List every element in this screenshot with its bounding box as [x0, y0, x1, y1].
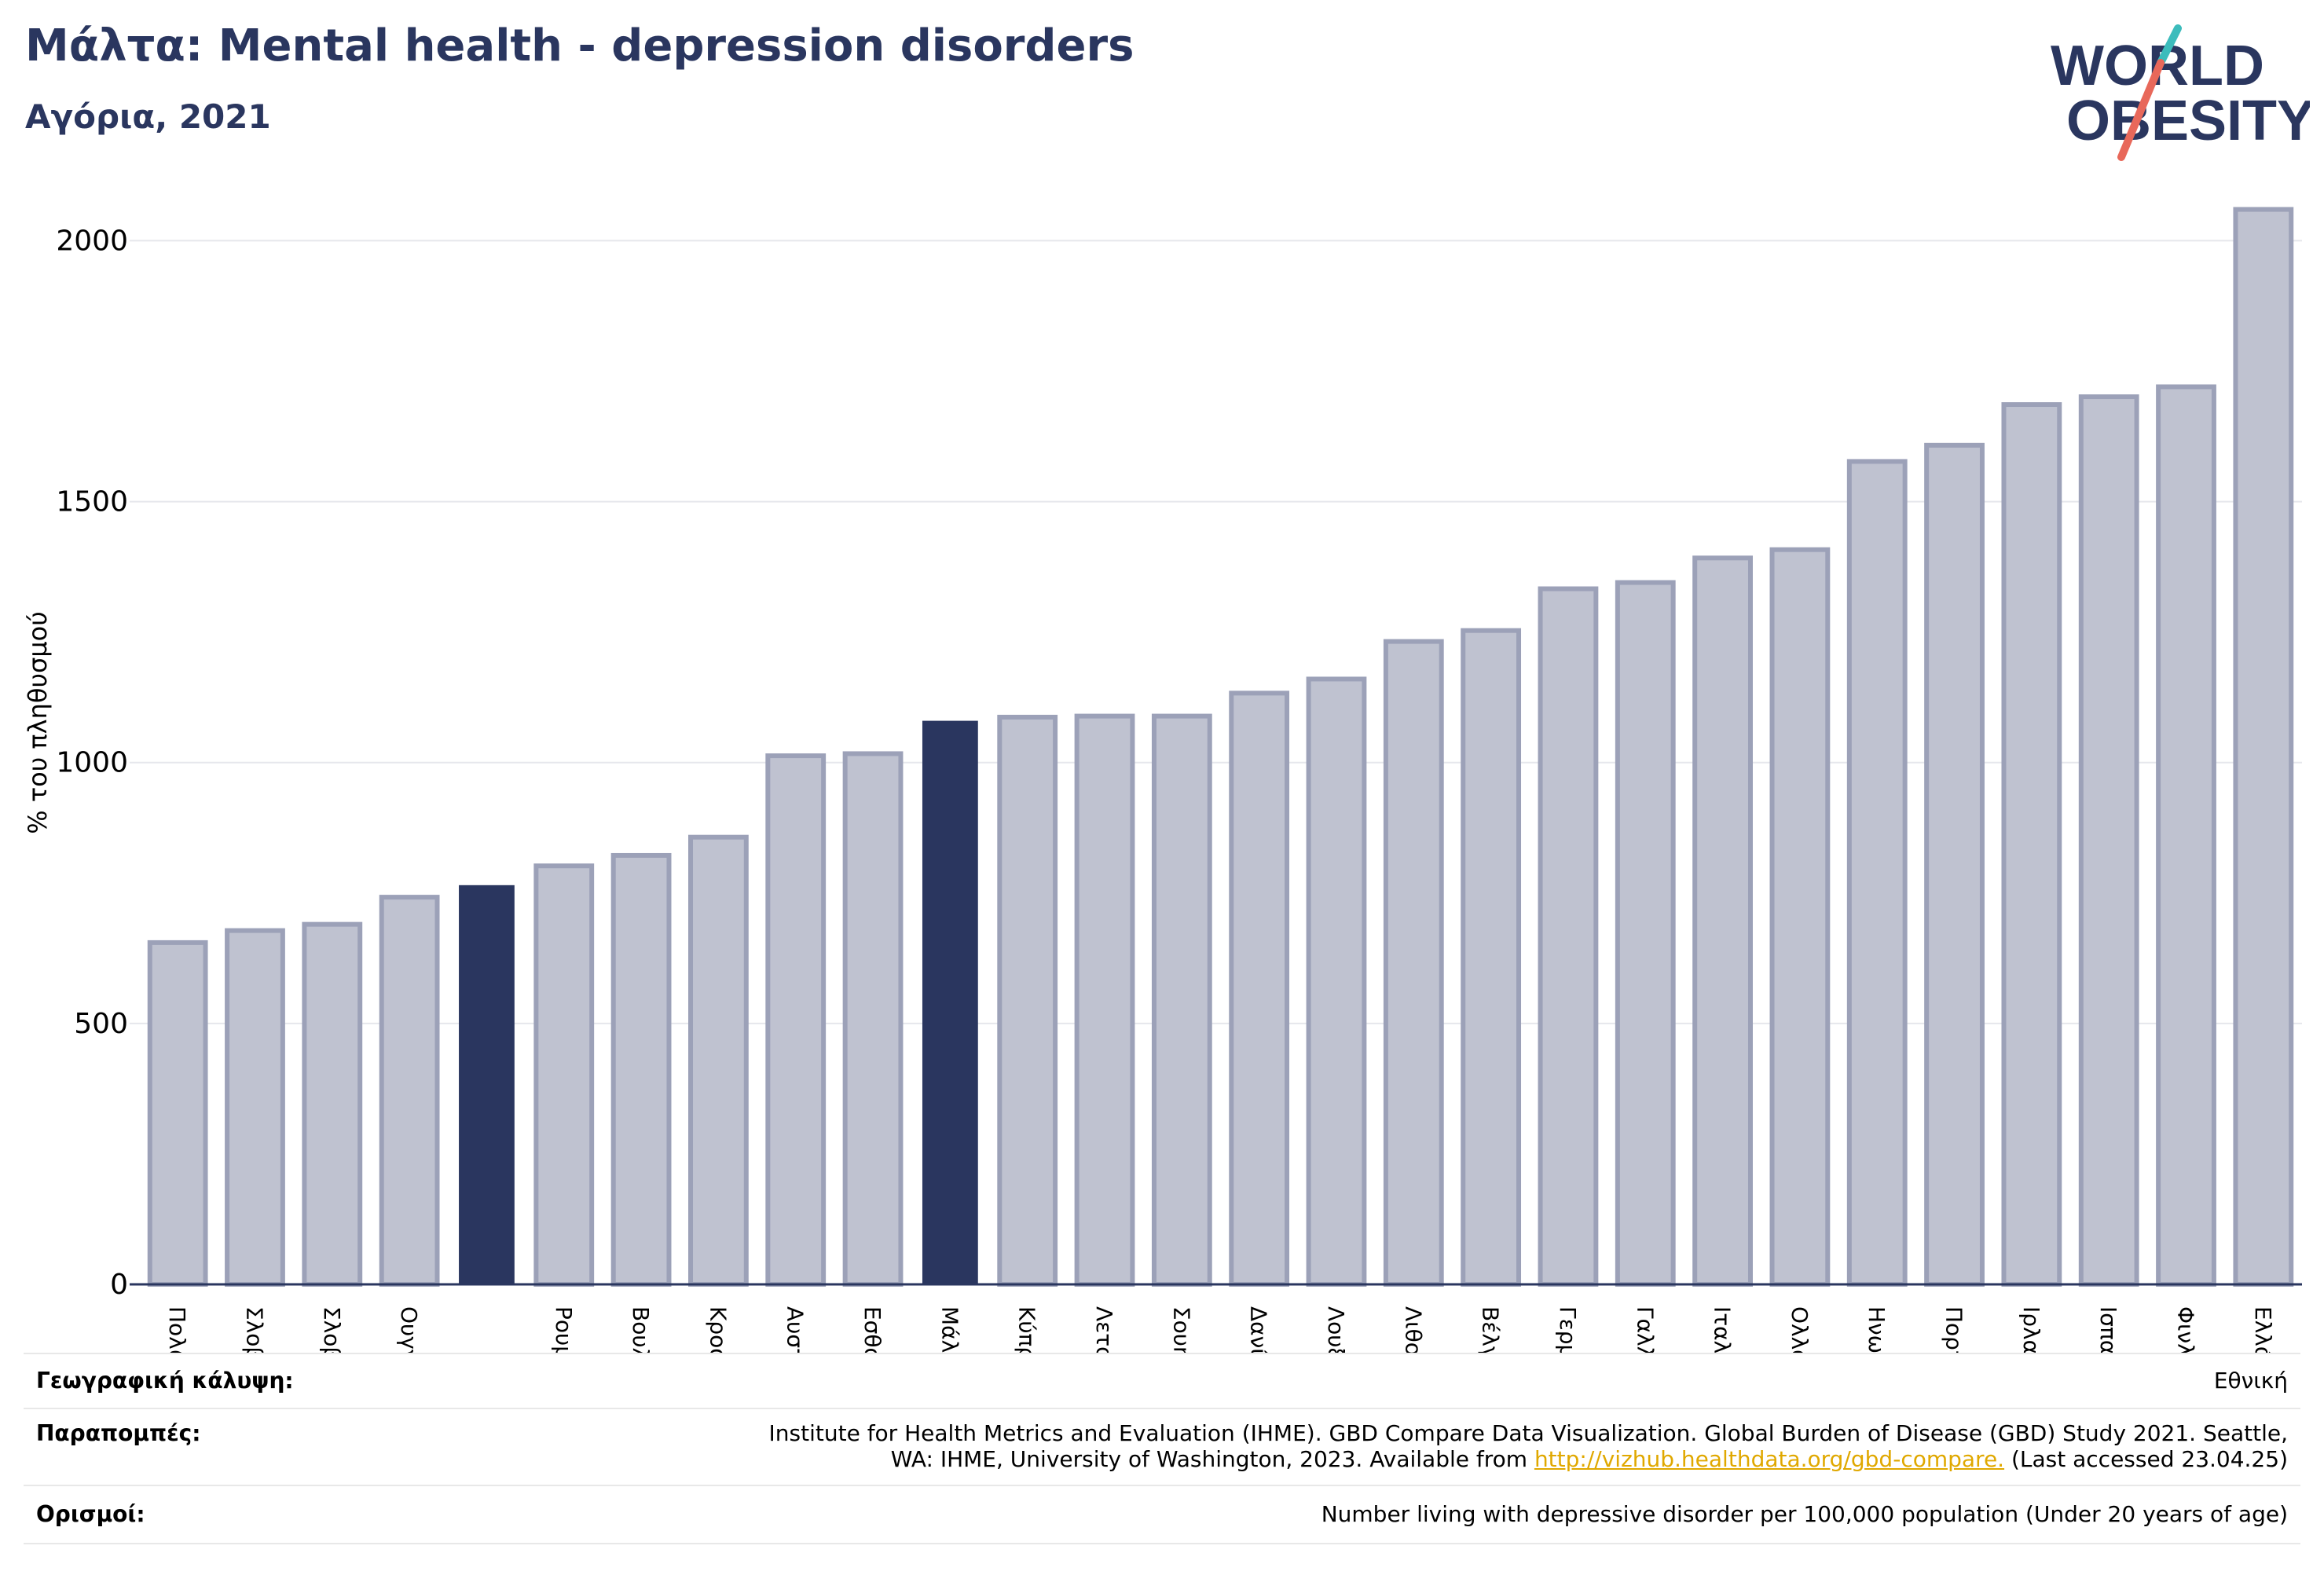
label-layer: 0 500 1000 1500 2000 Πολωνία Σλοβενία Σλοβακία Ο… — [56, 225, 2275, 1353]
x-tick-label: Πορτογαλία — [1941, 1306, 1967, 1353]
bar — [922, 720, 978, 1284]
bar — [459, 885, 515, 1284]
x-tick-label: Σλοβακία — [319, 1306, 345, 1353]
references-accessed: (Last accessed 23.04.25) — [2004, 1446, 2288, 1472]
info-row-references: Παραπομπές: Institute for Health Metrics… — [24, 1408, 2300, 1485]
bar-chart: 0 500 1000 1500 2000 Πολωνία Σλοβενία Σλοβακία Ο… — [56, 207, 2302, 1353]
references-line-2: WA: IHME, University of Washington, 2023… — [890, 1446, 1534, 1472]
info-table: Γεωγραφική κάλυψη: Εθνική Παραπομπές: In… — [24, 1353, 2300, 1544]
logo-slash-coral — [2117, 59, 2165, 161]
world-obesity-logo: WORLD OBESITY — [2051, 24, 2310, 161]
bar — [1692, 555, 1753, 1287]
bar — [1846, 459, 1908, 1287]
x-tick-label: Εσθονία — [860, 1306, 885, 1353]
bar — [1383, 639, 1444, 1287]
bar — [1769, 547, 1831, 1287]
x-tick-label: Βουλγαρία — [628, 1306, 654, 1353]
x-tick-label: Ολλανδία — [1787, 1306, 1813, 1353]
bar — [2078, 394, 2139, 1287]
x-tick-label: Βέλγιο — [1478, 1306, 1504, 1353]
x-tick-label: Λιθουανία — [1400, 1306, 1426, 1353]
x-tick-label: Ιταλία — [1710, 1306, 1736, 1353]
x-tick-label: Κροατία — [705, 1306, 731, 1353]
bar — [842, 751, 904, 1287]
x-tick-label: Γερμανία — [1555, 1306, 1581, 1353]
references-line-1: Institute for Health Metrics and Evaluat… — [768, 1420, 2288, 1446]
x-tick-label: Κύπρος — [1014, 1306, 1040, 1353]
bar — [1229, 690, 1290, 1287]
bar — [2001, 402, 2062, 1287]
y-tick-label: 0 — [110, 1269, 128, 1301]
bar — [765, 753, 827, 1287]
bar — [225, 928, 285, 1287]
info-row-coverage: Γεωγραφική κάλυψη: Εθνική — [24, 1353, 2300, 1408]
bar — [147, 940, 208, 1287]
x-tick-label: Λετονία — [1091, 1306, 1117, 1353]
x-tick-label: Ισπανία — [2095, 1306, 2121, 1353]
definitions-label: Ορισμοί: — [36, 1501, 145, 1527]
bar — [2156, 384, 2216, 1287]
x-tick-label: Ιρλανδία — [2018, 1306, 2044, 1353]
x-tick-label: Δανία — [1246, 1306, 1272, 1353]
bar-layer — [130, 207, 2302, 1287]
coverage-label: Γεωγραφική κάλυψη: — [36, 1368, 294, 1394]
x-tick-label: Σλοβενία — [241, 1306, 267, 1353]
bar — [610, 852, 672, 1287]
references-link[interactable]: http://vizhub.healthdata.org/gbd-compare… — [1534, 1446, 2005, 1472]
bar — [997, 714, 1058, 1287]
x-tick-label: Ουγγαρία — [396, 1306, 422, 1353]
bar — [1151, 713, 1212, 1287]
x-tick-label: Ηνωμένο Βασίλειο — [1864, 1306, 1890, 1353]
x-tick-label: Γαλλία — [1632, 1306, 1658, 1353]
coverage-value: Εθνική — [2213, 1368, 2288, 1394]
x-tick-label: Ρουμανία — [551, 1306, 577, 1353]
definitions-value: Number living with depressive disorder p… — [1321, 1501, 2288, 1527]
references-label: Παραπομπές: — [36, 1420, 201, 1446]
y-tick-label: 1500 — [56, 486, 128, 518]
bar — [1074, 713, 1135, 1287]
bar — [1306, 676, 1367, 1287]
x-tick-label: Ελλάδα — [2250, 1306, 2276, 1353]
info-row-definitions: Ορισμοί: Number living with depressive d… — [24, 1485, 2300, 1544]
page-title: Μάλτα: Mental health - depression disord… — [25, 20, 1135, 71]
logo-slash-teal — [2157, 24, 2182, 67]
logo-text-obesity: OBESITY — [2066, 90, 2310, 152]
x-tick-label: Αυστρία — [783, 1306, 808, 1353]
y-tick-label: 500 — [74, 1008, 128, 1040]
x-tick-label: Σουηδία — [1168, 1306, 1194, 1353]
page-subtitle: Αγόρια, 2021 — [25, 97, 271, 136]
bar — [688, 834, 749, 1287]
bar — [2233, 207, 2294, 1287]
bar — [1924, 442, 1985, 1287]
x-tick-label: Μάλτα — [937, 1306, 962, 1353]
x-tick-label: Φινλανδία — [2173, 1306, 2199, 1353]
y-tick-label: 2000 — [56, 225, 128, 257]
bar — [1615, 580, 1676, 1287]
x-tick-label: Πολωνία — [164, 1306, 190, 1353]
bar — [1538, 586, 1599, 1287]
bar — [1461, 628, 1522, 1287]
bar — [533, 863, 595, 1287]
x-tick-label: Λουξεμβούργο — [1323, 1306, 1349, 1353]
y-tick-label: 1000 — [56, 747, 128, 779]
bar — [302, 921, 363, 1287]
bar — [379, 895, 440, 1287]
